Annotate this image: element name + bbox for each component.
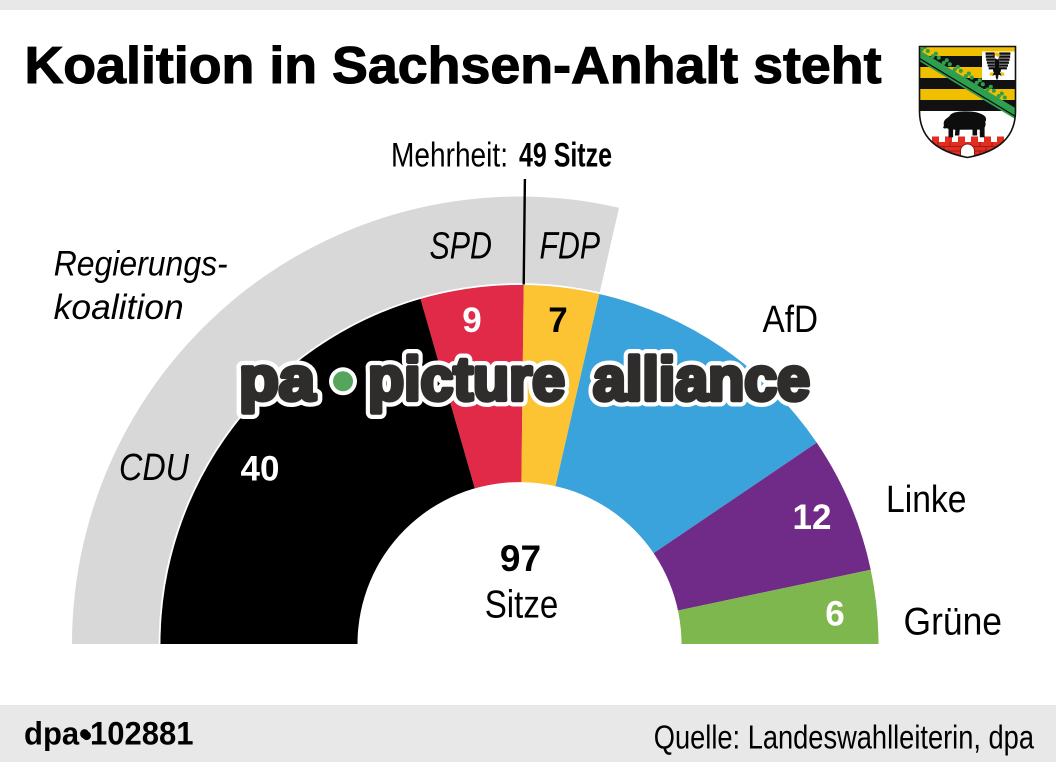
svg-text:6: 6 xyxy=(825,595,844,634)
svg-text:dpa•102881: dpa•102881 xyxy=(24,716,194,752)
svg-text:40: 40 xyxy=(241,450,280,489)
svg-text:Linke: Linke xyxy=(886,479,967,521)
svg-text:CDU: CDU xyxy=(119,447,189,489)
svg-text:Quelle: Landeswahlleiterin, dp: Quelle: Landeswahlleiterin, dpa xyxy=(654,719,1034,756)
svg-text:koalition: koalition xyxy=(54,288,184,327)
svg-text:49 Sitze: 49 Sitze xyxy=(519,137,612,175)
svg-text:Sitze: Sitze xyxy=(485,584,559,627)
svg-text:7: 7 xyxy=(548,301,567,340)
svg-text:picture: picture xyxy=(368,345,565,413)
svg-text:pa: pa xyxy=(239,345,316,413)
svg-text:12: 12 xyxy=(793,498,832,537)
svg-text:alliance: alliance xyxy=(593,345,810,413)
svg-text:FDP: FDP xyxy=(540,226,601,268)
svg-text:AfD: AfD xyxy=(763,299,819,341)
svg-text:pa: pa xyxy=(239,345,316,413)
svg-text:97: 97 xyxy=(500,538,541,579)
svg-text:Grüne: Grüne xyxy=(904,601,1003,644)
svg-text:Koalition in Sachsen-Anhalt st: Koalition in Sachsen-Anhalt steht xyxy=(25,37,882,95)
svg-text:9: 9 xyxy=(462,301,481,340)
svg-text:Regierungs-: Regierungs- xyxy=(54,245,228,284)
svg-text:SPD: SPD xyxy=(430,226,493,268)
svg-text:alliance: alliance xyxy=(593,345,810,413)
svg-text:picture: picture xyxy=(368,345,565,413)
svg-text:Mehrheit:: Mehrheit: xyxy=(391,137,508,175)
